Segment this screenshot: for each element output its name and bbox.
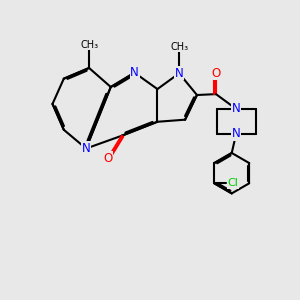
Text: O: O xyxy=(103,152,112,165)
Text: N: N xyxy=(232,127,241,140)
Text: Cl: Cl xyxy=(228,178,239,188)
Text: O: O xyxy=(212,67,220,80)
Text: N: N xyxy=(175,67,184,80)
Text: N: N xyxy=(232,103,241,116)
Text: N: N xyxy=(82,142,91,155)
Text: CH₃: CH₃ xyxy=(80,40,98,50)
Text: CH₃: CH₃ xyxy=(170,42,188,52)
Text: N: N xyxy=(130,66,139,79)
